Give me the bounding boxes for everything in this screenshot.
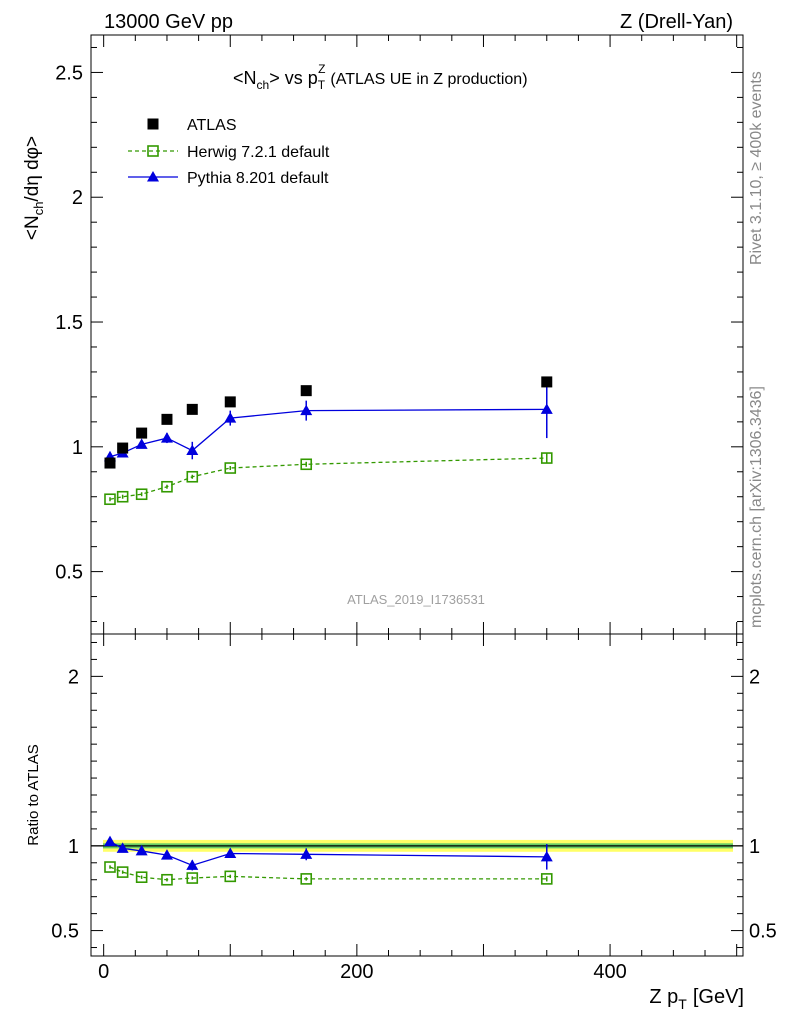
data-point-pythia <box>186 444 199 456</box>
data-point-herwig <box>116 490 129 503</box>
data-point-herwig <box>116 866 129 878</box>
data-point-pythia <box>103 835 116 847</box>
data-point-pythia <box>300 404 313 416</box>
main-panel: 0.5 1 1.5 2 2.5 <box>55 34 744 635</box>
data-point-herwig <box>161 480 173 493</box>
data-point-herwig <box>135 488 148 501</box>
legend-label: ATLAS <box>187 117 237 134</box>
data-point-atlas <box>186 403 198 415</box>
data-point-herwig <box>224 462 237 474</box>
analysis-watermark: ATLAS_2019_I1736531 <box>347 592 485 607</box>
data-point-atlas <box>300 385 312 397</box>
data-point-pythia <box>135 844 148 856</box>
data-point-herwig <box>147 145 159 157</box>
data-point-atlas <box>104 457 116 469</box>
data-point-atlas <box>117 442 129 454</box>
y-axis-label-main: <Nch/dη dφ> <box>22 136 46 240</box>
data-point-herwig <box>540 452 553 464</box>
data-point-herwig <box>104 493 116 506</box>
y-tick-label-main: 1 <box>72 437 83 459</box>
y-tick-label-ratio-right: 1 <box>749 836 760 858</box>
ratio-frame <box>90 633 744 957</box>
data-point-pythia <box>540 403 553 414</box>
header-right: Z (Drell-Yan) <box>620 11 733 33</box>
legend: ATLAS Herwig 7.2.1 default Pythia 8.201 de… <box>128 117 330 187</box>
ratio-panel: 0.5 0.5 1 1 2 2 0 200 400 <box>51 633 777 983</box>
data-point-atlas <box>161 413 173 425</box>
mcplots-label: mcplots.cern.ch [arXiv:1306.3436] <box>748 386 765 628</box>
chart-title: <Nch> vs pTZ(ATLAS UE in Z production) <box>233 62 528 92</box>
y-tick-label-main: 2.5 <box>55 62 83 84</box>
data-point-pythia <box>186 859 199 870</box>
data-point-herwig <box>224 870 237 883</box>
data-point-pythia <box>224 847 237 858</box>
data-point-atlas <box>224 396 236 408</box>
data-point-herwig <box>300 458 313 471</box>
data-point-pythia <box>540 850 553 862</box>
y-tick-label-ratio-right: 2 <box>749 666 760 688</box>
y-tick-label-main: 0.5 <box>55 562 83 584</box>
pythia-main-line <box>109 408 547 458</box>
y-tick-label-main: 1.5 <box>55 312 83 334</box>
data-point-pythia <box>135 438 148 449</box>
data-point-pythia <box>160 432 173 443</box>
data-point-herwig <box>186 872 199 884</box>
data-point-atlas <box>136 427 148 439</box>
rivet-label: Rivet 3.1.10, ≥ 400k events <box>748 71 765 265</box>
x-tick-label: 0 <box>98 961 109 983</box>
data-point-pythia <box>147 171 159 182</box>
y-tick-label-ratio: 0.5 <box>51 921 79 943</box>
legend-label: Pythia 8.201 default <box>187 170 329 187</box>
legend-label: Herwig 7.2.1 default <box>187 144 330 161</box>
data-point-atlas <box>541 376 553 388</box>
y-tick-label-main: 2 <box>72 187 83 209</box>
y-tick-label-ratio-right: 0.5 <box>749 921 777 943</box>
x-tick-label: 400 <box>593 961 626 983</box>
data-point-pythia <box>224 412 237 423</box>
data-point-herwig <box>540 873 553 885</box>
data-point-atlas <box>147 118 159 130</box>
x-tick-label: 200 <box>340 961 373 983</box>
x-axis-label: Z pT [GeV] <box>649 986 744 1012</box>
y-axis-label-ratio: Ratio to ATLAS <box>25 744 42 845</box>
header-left: 13000 GeV pp <box>104 11 233 33</box>
data-point-herwig <box>186 470 199 483</box>
y-tick-label-ratio: 2 <box>68 666 79 688</box>
herwig-ratio-line <box>109 866 547 881</box>
data-point-herwig <box>300 873 313 885</box>
data-point-herwig <box>135 871 148 883</box>
data-point-herwig <box>104 861 116 873</box>
data-point-herwig <box>161 873 173 886</box>
data-point-pythia <box>116 842 129 853</box>
y-tick-label-ratio: 1 <box>68 836 79 858</box>
herwig-main-line <box>109 457 547 500</box>
data-point-pythia <box>300 848 313 859</box>
data-point-pythia <box>160 849 173 860</box>
